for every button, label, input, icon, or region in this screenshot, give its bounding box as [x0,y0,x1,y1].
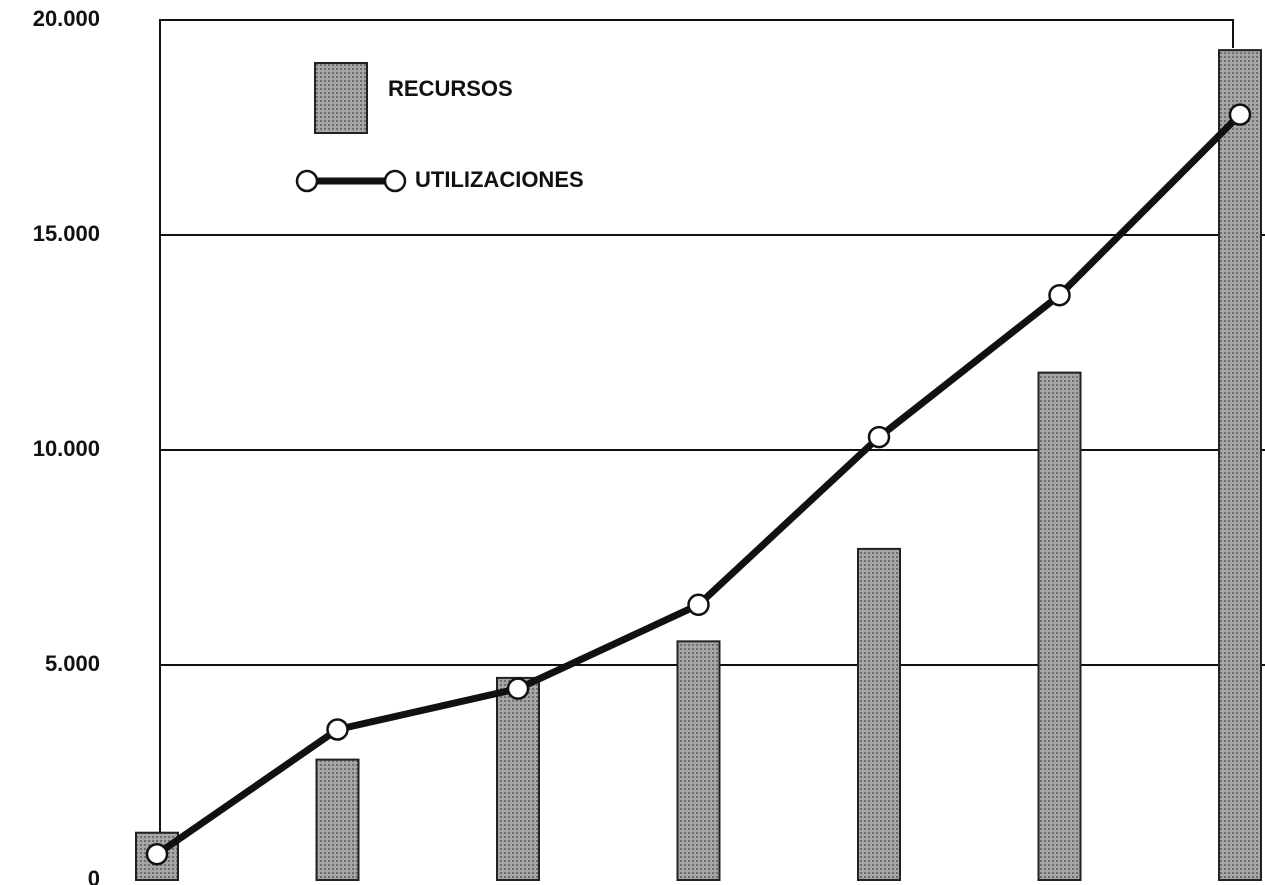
line-marker [326,718,349,741]
legend-marker [383,169,407,193]
bar [1037,371,1082,881]
bar [1218,49,1262,882]
line-marker [1228,103,1252,126]
line-marker [687,593,710,617]
legend: RECURSOS UTILIZACIONES [295,62,584,193]
bar [676,640,721,881]
line-marker [145,842,169,866]
legend-marker [295,169,319,193]
line-marker [1048,283,1071,307]
y-tick-label: 5.000 [45,651,100,676]
bar [496,676,540,882]
y-tick-label: 20.000 [33,6,100,31]
y-tick-label: 10.000 [33,436,100,461]
line-marker [506,677,530,700]
legend-swatch-bar [314,62,368,134]
y-tick-label: 15.000 [33,221,100,246]
line-marker [867,425,891,449]
legend-label: RECURSOS [388,76,513,101]
legend-label: UTILIZACIONES [415,167,584,192]
bar [315,758,360,881]
y-tick-label: 0 [88,866,100,885]
bar [857,547,901,882]
